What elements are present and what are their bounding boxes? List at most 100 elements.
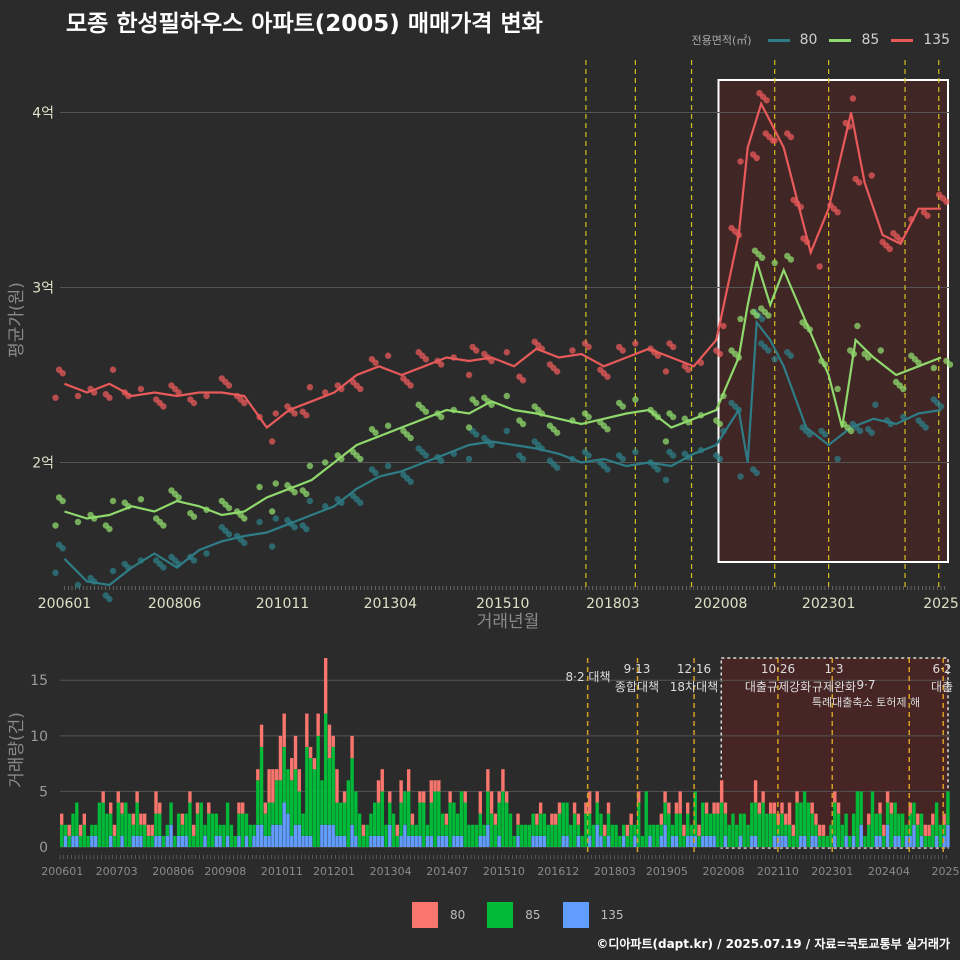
volume-bar-80	[101, 791, 105, 803]
volume-bar-80	[629, 813, 633, 825]
series-80-point	[59, 545, 66, 552]
volume-bar-80	[674, 802, 679, 814]
volume-bar-85	[938, 824, 943, 847]
volume-bar-135	[259, 824, 264, 847]
volume-bar-135	[908, 835, 912, 847]
volume-bar-135	[708, 835, 713, 847]
volume-x-tick-label: 200806	[152, 865, 194, 878]
volume-bar-135	[753, 835, 758, 847]
volume-bar-85	[523, 824, 528, 847]
volume-bar-80	[716, 802, 720, 814]
volume-bar-80	[723, 802, 728, 814]
volume-y-tick-label: 5	[39, 784, 48, 800]
volume-bar-135	[278, 824, 283, 847]
series-85-point	[241, 515, 248, 522]
volume-bar-135	[350, 824, 354, 847]
series-135-point	[190, 399, 198, 407]
volume-bar-80	[795, 791, 799, 803]
volume-bar-85	[882, 835, 886, 847]
volume-bar-85	[395, 835, 400, 847]
volume-bar-80	[154, 791, 158, 814]
volume-bar-85	[384, 824, 388, 847]
volume-bar-85	[897, 813, 901, 836]
volume-bar-85	[712, 813, 716, 836]
x-tick-label: 201304	[364, 596, 418, 612]
volume-bar-80	[388, 791, 392, 803]
volume-bar-80	[256, 769, 260, 781]
series-80-point	[407, 478, 414, 485]
volume-bar-135	[301, 835, 305, 847]
series-85-point	[256, 483, 263, 491]
volume-bar-80	[316, 713, 320, 736]
volume-bar-135	[267, 835, 271, 847]
volume-bar-85	[305, 746, 309, 836]
volume-bar-80	[305, 713, 309, 747]
series-80-point	[787, 352, 795, 359]
volume-bar-80	[463, 791, 467, 803]
volume-bar-85	[753, 802, 758, 836]
volume-bar-135	[271, 824, 275, 847]
volume-bar-135	[252, 835, 256, 847]
volume-bar-80	[667, 802, 671, 814]
volume-x-tick-label: 200601	[41, 865, 83, 878]
series-80-point	[758, 315, 766, 323]
volume-bar-135	[663, 824, 667, 847]
volume-bar-135	[282, 802, 286, 847]
volume-bar-80	[931, 813, 935, 825]
volume-bar-80	[116, 791, 120, 803]
series-135-point	[74, 392, 82, 400]
series-80-point	[488, 441, 495, 449]
volume-bar-135	[63, 835, 68, 847]
volume-bar-85	[418, 802, 422, 836]
policy-label-text: 종합대책	[615, 679, 659, 694]
volume-bar-80	[195, 802, 200, 814]
volume-bar-85	[403, 791, 407, 825]
series-135-point	[59, 370, 66, 377]
series-135-point	[322, 389, 329, 396]
volume-bar-135	[712, 835, 716, 847]
series-85-point	[771, 259, 778, 267]
volume-bar-80	[821, 824, 826, 836]
series-135-point	[372, 359, 379, 366]
volume-bar-135	[648, 835, 652, 847]
volume-bar-80	[557, 802, 562, 814]
volume-bar-80	[290, 758, 294, 781]
volume-bar-85	[780, 813, 784, 836]
volume-bar-85	[893, 802, 897, 836]
series-80-point	[357, 499, 364, 506]
volume-bar-80	[606, 802, 611, 814]
y-axis-title: 평균가(원)	[7, 282, 27, 358]
series-85-point	[585, 413, 592, 421]
volume-bar-135	[561, 835, 565, 847]
x-tick-label: 202008	[694, 596, 747, 612]
volume-bar-80	[516, 813, 520, 825]
volume-bar-85	[829, 824, 833, 847]
volume-bar-80	[625, 824, 630, 836]
series-80-point	[74, 581, 82, 589]
x-tick-label: 201803	[586, 596, 639, 612]
volume-bar-80	[678, 791, 682, 814]
volume-bar-85	[682, 835, 686, 847]
volume-bar-80	[112, 824, 117, 836]
volume-bar-85	[565, 802, 569, 836]
volume-bar-85	[327, 758, 332, 825]
volume-bar-135	[606, 835, 611, 847]
volume-y-tick-label: 0	[39, 840, 48, 856]
volume-bar-85	[263, 813, 268, 836]
volume-bar-135	[633, 835, 637, 847]
volume-bar-135	[885, 824, 890, 847]
series-85-point	[190, 513, 198, 520]
volume-bar-80	[489, 791, 494, 814]
volume-bar-135	[478, 835, 482, 847]
volume-bar-85	[603, 835, 607, 847]
volume-bar-80	[191, 824, 196, 836]
volume-bar-80	[60, 813, 64, 825]
series-135-point	[291, 410, 298, 417]
series-80-point	[834, 455, 841, 463]
volume-bar-135	[342, 835, 347, 847]
series-135-point	[924, 212, 931, 219]
volume-bar-85	[459, 791, 464, 836]
series-80-point	[473, 431, 480, 438]
volume-bar-85	[912, 802, 916, 825]
volume-bar-85	[489, 813, 494, 847]
